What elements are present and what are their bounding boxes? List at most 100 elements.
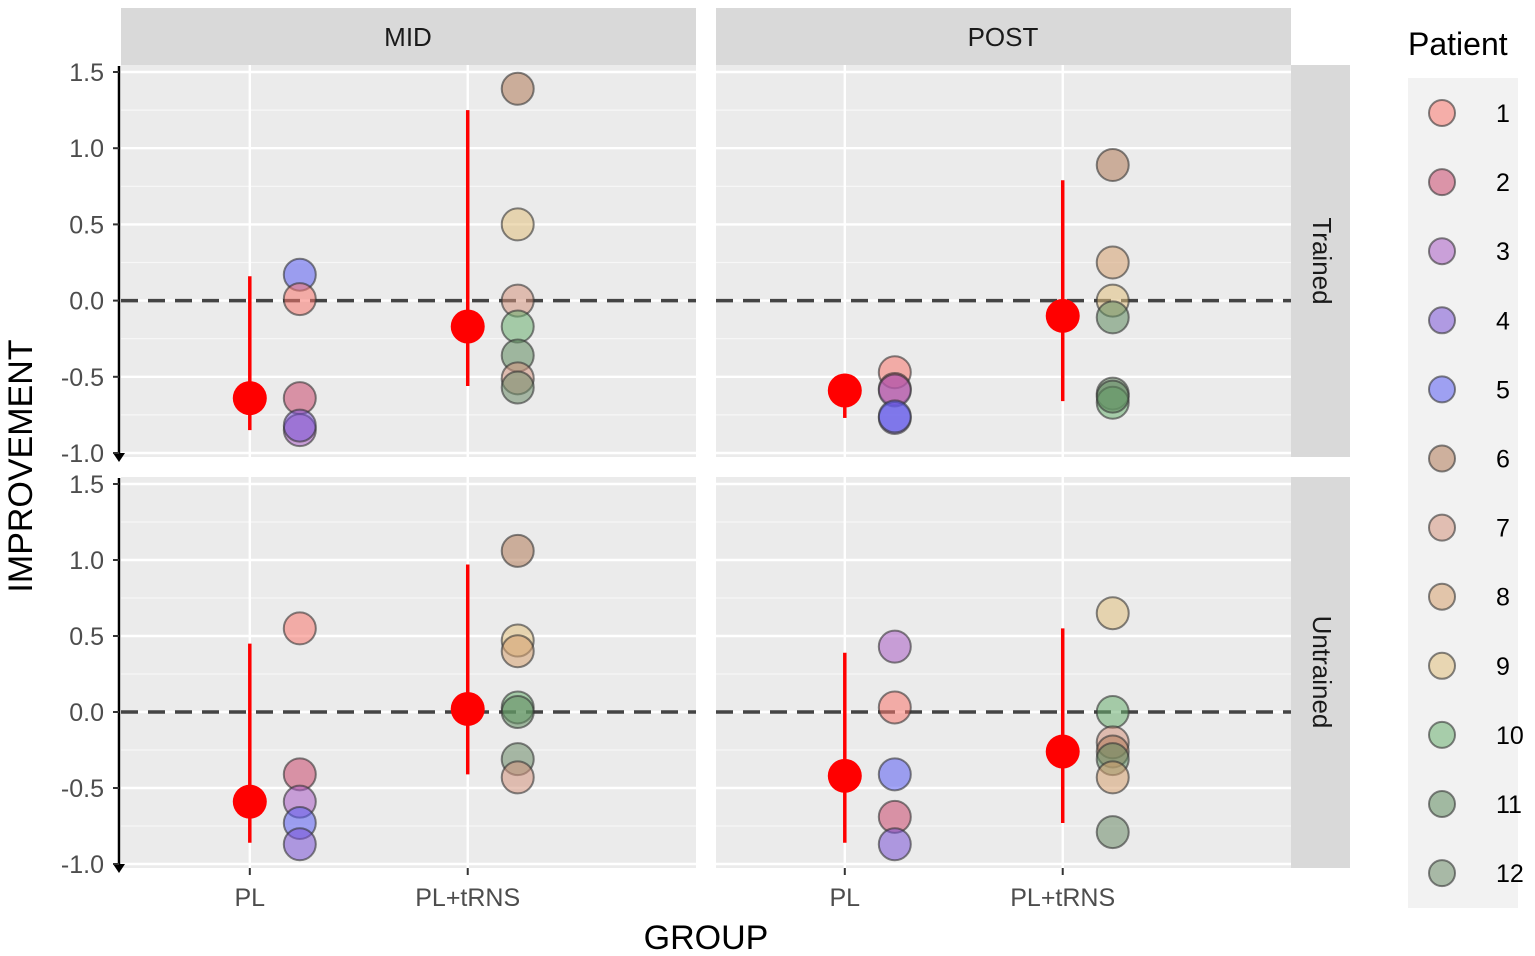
summary-mean-point bbox=[450, 691, 485, 726]
column-strips: MID POST bbox=[121, 8, 1291, 65]
y-tick-label: -0.5 bbox=[61, 775, 104, 803]
patient-point bbox=[1095, 379, 1130, 414]
strip-untrained-label: Untrained bbox=[1307, 616, 1337, 729]
legend-entry: 8 bbox=[1428, 582, 1510, 612]
panel-post-untrained bbox=[716, 477, 1291, 868]
strip-trained-bg bbox=[1291, 65, 1350, 457]
panel-mid-untrained bbox=[121, 477, 696, 868]
patient-point bbox=[1095, 760, 1130, 795]
strip-mid-label: MID bbox=[384, 22, 432, 52]
y-axis-arrowhead bbox=[113, 864, 125, 873]
patient-point bbox=[500, 71, 535, 106]
legend-entry: 9 bbox=[1428, 651, 1510, 681]
legend-entry: 4 bbox=[1428, 306, 1510, 335]
legend-key bbox=[1428, 859, 1456, 888]
strip-trained-label: Trained bbox=[1307, 217, 1337, 304]
y-tick-label: 1.0 bbox=[69, 135, 104, 163]
summary-mean-point bbox=[1045, 734, 1080, 769]
summary-mean-point bbox=[232, 381, 267, 416]
patient-point bbox=[1095, 300, 1130, 335]
patient-point bbox=[500, 634, 535, 669]
summary-mean-point bbox=[1045, 298, 1080, 333]
y-tick-label: -1.0 bbox=[61, 440, 104, 468]
legend-label: 8 bbox=[1496, 584, 1510, 612]
legend-entry: 2 bbox=[1428, 168, 1510, 197]
legend-key bbox=[1428, 790, 1456, 818]
legend-label: 12 bbox=[1496, 860, 1524, 888]
patient-point bbox=[500, 533, 535, 568]
legend-label: 9 bbox=[1496, 653, 1510, 681]
patient-point bbox=[1095, 147, 1130, 182]
legend-key bbox=[1428, 513, 1456, 542]
legend-entry: 11 bbox=[1428, 790, 1522, 819]
y-tick-label: 0.5 bbox=[69, 623, 104, 651]
legend-entry: 10 bbox=[1428, 720, 1524, 750]
panels-layer bbox=[121, 65, 1291, 868]
legend-key bbox=[1428, 168, 1456, 197]
legend-key bbox=[1428, 306, 1456, 335]
y-axis-title: IMPROVEMENT bbox=[2, 339, 40, 592]
panel-background bbox=[121, 65, 696, 457]
axes-layer: -1.0 -0.5 0.0 0.5 1.0 1.5 -1.0 -0.5 0.0 0.5 1.0 1.5… bbox=[61, 59, 1115, 912]
legend-entry: 3 bbox=[1428, 237, 1510, 266]
patient-point bbox=[1095, 596, 1130, 631]
strip-mid-bg bbox=[121, 8, 696, 65]
legend-key bbox=[1428, 237, 1456, 266]
legend-entry: 6 bbox=[1428, 444, 1510, 474]
x-axis-post: PL PL+tRNS bbox=[830, 868, 1115, 912]
patient-point bbox=[877, 629, 912, 664]
y-axis-arrowhead bbox=[113, 453, 125, 462]
legend-label: 6 bbox=[1496, 446, 1510, 474]
patient-point bbox=[877, 690, 912, 725]
patient-point bbox=[500, 695, 535, 729]
patient-point bbox=[1095, 695, 1130, 729]
patient-point bbox=[282, 282, 317, 317]
row-strips: Trained Untrained bbox=[1291, 65, 1350, 868]
summary-mean-point bbox=[232, 784, 267, 819]
legend-key bbox=[1428, 582, 1456, 611]
legend-entry: 7 bbox=[1428, 513, 1510, 543]
summary-mean-point bbox=[827, 758, 862, 793]
y-axis-trained: -1.0 -0.5 0.0 0.5 1.0 1.5 bbox=[61, 59, 125, 468]
x-axis-title: GROUP bbox=[644, 919, 769, 956]
patient-point bbox=[877, 757, 912, 792]
legend-key bbox=[1428, 375, 1456, 404]
legend-label: 4 bbox=[1496, 307, 1510, 335]
y-tick-label: 1.5 bbox=[69, 471, 104, 499]
patient-point bbox=[1095, 815, 1130, 850]
legend-label: 5 bbox=[1496, 376, 1510, 404]
x-tick-label: PL bbox=[830, 884, 861, 912]
legend-label: 2 bbox=[1496, 169, 1510, 197]
legend-label: 11 bbox=[1496, 791, 1522, 819]
legend-key bbox=[1428, 444, 1456, 473]
y-tick-label: 0.5 bbox=[69, 211, 104, 239]
panel-mid-trained bbox=[121, 65, 696, 457]
patient-point bbox=[500, 309, 535, 344]
legend-label: 7 bbox=[1496, 515, 1510, 543]
patient-point bbox=[282, 827, 317, 862]
y-tick-label: 1.0 bbox=[69, 547, 104, 575]
legend-entry: 12 bbox=[1428, 859, 1524, 888]
legend-key-background bbox=[1408, 78, 1518, 908]
x-tick-label: PL+tRNS bbox=[415, 884, 520, 912]
x-axis-mid: PL PL+tRNS bbox=[235, 868, 520, 912]
patient-point bbox=[500, 207, 535, 242]
patient-point bbox=[877, 399, 912, 434]
patient-point bbox=[1095, 245, 1130, 280]
x-tick-label: PL bbox=[235, 884, 266, 912]
panel-post-trained bbox=[716, 65, 1291, 457]
patient-point bbox=[500, 760, 535, 795]
y-tick-label: 1.5 bbox=[69, 59, 104, 87]
legend-entry: 5 bbox=[1428, 375, 1510, 404]
panel-background bbox=[716, 65, 1291, 457]
y-tick-label: -1.0 bbox=[61, 851, 104, 879]
panel-background bbox=[121, 477, 696, 868]
legend-label: 1 bbox=[1496, 100, 1510, 128]
patient-point bbox=[282, 611, 317, 646]
legend-label: 3 bbox=[1496, 238, 1510, 266]
summary-mean-point bbox=[450, 309, 485, 344]
strip-untrained-bg bbox=[1291, 477, 1350, 868]
y-axis-untrained: -1.0 -0.5 0.0 0.5 1.0 1.5 bbox=[61, 471, 125, 879]
